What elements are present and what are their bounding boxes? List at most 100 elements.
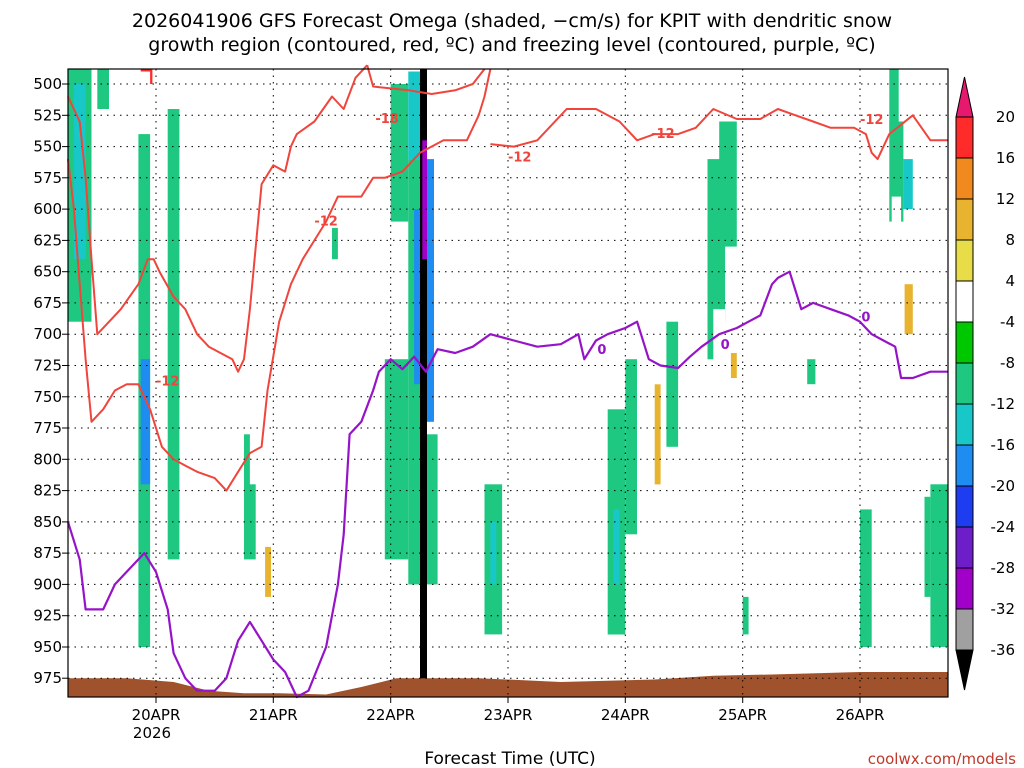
colorbar-label: -12 bbox=[991, 395, 1016, 413]
colorbar-segment bbox=[955, 362, 974, 405]
omega-cell bbox=[103, 159, 115, 335]
y-tick-label: 700 bbox=[33, 325, 62, 343]
colorbar-label: 16 bbox=[996, 149, 1015, 167]
omega-cell bbox=[167, 109, 180, 560]
y-tick-label: 525 bbox=[33, 106, 62, 124]
chart-title-line2: growth region (contoured, red, ºC) and f… bbox=[148, 34, 875, 56]
plot-area: -18 -12 -12 -12 -12 -12 0 0 0 bbox=[66, 64, 949, 699]
omega-cell bbox=[689, 459, 708, 572]
colorbar-label: -16 bbox=[991, 436, 1016, 454]
colorbar-label: -36 bbox=[991, 641, 1016, 659]
y-tick-label: 575 bbox=[33, 169, 62, 187]
omega-cell bbox=[156, 384, 168, 460]
snow-growth-contour bbox=[67, 64, 368, 373]
x-tick-label: 20APR bbox=[132, 706, 181, 724]
ground-layer bbox=[68, 672, 948, 697]
omega-cell bbox=[860, 509, 872, 647]
omega-cell bbox=[904, 284, 913, 335]
omega-cell bbox=[390, 84, 409, 222]
snow-growth-contour bbox=[67, 68, 492, 492]
omega-cell bbox=[408, 71, 420, 160]
contour-labels: -18 -12 -12 -12 -12 -12 0 0 0 bbox=[156, 112, 884, 390]
colorbar-segment bbox=[955, 444, 974, 487]
omega-cell bbox=[437, 84, 450, 160]
omega-cell bbox=[924, 496, 931, 597]
y-tick-label: 825 bbox=[33, 482, 62, 500]
ground-surface bbox=[68, 672, 948, 697]
colorbar: 20 16 12 8 4 -4 -8 -12 -16 -20 -24 -28 -32 -36 bbox=[955, 76, 1016, 691]
omega-cell bbox=[901, 234, 913, 485]
omega-cell bbox=[97, 69, 109, 109]
contour-label: 0 bbox=[597, 343, 606, 358]
y-tick-label: 900 bbox=[33, 575, 62, 593]
omega-cell bbox=[637, 334, 646, 447]
contour-label: -12 bbox=[314, 214, 338, 229]
omega-cell bbox=[891, 196, 902, 435]
omega-cell bbox=[427, 159, 434, 422]
omega-cell bbox=[202, 71, 215, 153]
omega-cell bbox=[220, 71, 233, 134]
omega-shading bbox=[68, 69, 948, 685]
omega-cell bbox=[625, 359, 637, 535]
omega-cell bbox=[713, 309, 725, 635]
y-tick-label: 975 bbox=[33, 669, 62, 687]
x-tick-label: 22APR bbox=[366, 706, 415, 724]
colorbar-label: -4 bbox=[1000, 313, 1015, 331]
omega-cell bbox=[114, 484, 133, 560]
omega-cell bbox=[889, 121, 904, 222]
freezing-level-contour bbox=[66, 270, 948, 699]
credit-text: coolwx.com/models bbox=[868, 750, 1016, 768]
colorbar-segment bbox=[955, 567, 974, 610]
omega-cell bbox=[249, 371, 262, 485]
colorbar-segment bbox=[955, 116, 974, 159]
omega-cell bbox=[889, 69, 899, 135]
omega-cell bbox=[422, 140, 427, 260]
omega-cell bbox=[730, 353, 737, 378]
colorbar-segment bbox=[955, 280, 974, 323]
colorbar-segment bbox=[955, 157, 974, 200]
colorbar-label: 8 bbox=[1005, 231, 1015, 249]
gridlines bbox=[68, 69, 948, 697]
omega-cell bbox=[742, 259, 755, 335]
omega-cell bbox=[930, 484, 948, 647]
colorbar-segment bbox=[955, 239, 974, 282]
colorbar-segment bbox=[955, 403, 974, 446]
colorbar-label: -32 bbox=[991, 600, 1016, 618]
x-year-label: 2026 bbox=[133, 724, 171, 742]
y-tick-label: 750 bbox=[33, 388, 62, 406]
colorbar-label: -28 bbox=[991, 559, 1016, 577]
y-tick-label: 550 bbox=[33, 138, 62, 156]
x-tick-label: 26APR bbox=[836, 706, 885, 724]
colorbar-segment bbox=[955, 485, 974, 528]
omega-cell bbox=[384, 359, 409, 560]
y-tick-label: 625 bbox=[33, 231, 62, 249]
colorbar-segment bbox=[955, 526, 974, 569]
contour-label: 0 bbox=[721, 338, 730, 353]
omega-cell bbox=[903, 159, 913, 210]
contour-label: -12 bbox=[860, 113, 884, 128]
omega-cell bbox=[273, 509, 285, 610]
colorbar-label: -24 bbox=[991, 518, 1016, 536]
y-tick-label: 675 bbox=[33, 294, 62, 312]
omega-cell bbox=[801, 69, 813, 210]
omega-cell bbox=[490, 521, 497, 585]
x-axis: 20APR 21APR 22APR 23APR 24APR 25APR 26APR bbox=[132, 697, 885, 724]
colorbar-bottom-arrow bbox=[955, 649, 974, 691]
colorbar-label: 20 bbox=[996, 108, 1015, 126]
omega-cell bbox=[613, 509, 620, 585]
snow-growth-contour bbox=[366, 64, 486, 95]
colorbar-label: -8 bbox=[1000, 354, 1015, 372]
contour-label: -12 bbox=[156, 375, 180, 390]
omega-cell bbox=[427, 434, 438, 585]
omega-cell bbox=[244, 434, 256, 560]
colorbar-segment bbox=[955, 321, 974, 364]
omega-cell bbox=[865, 234, 878, 422]
omega-cell bbox=[140, 359, 151, 485]
omega-cell bbox=[420, 69, 427, 685]
omega-cell bbox=[414, 209, 426, 385]
x-axis-title: Forecast Time (UTC) bbox=[424, 749, 595, 768]
omega-cell bbox=[719, 121, 737, 247]
omega-cell bbox=[525, 209, 538, 347]
